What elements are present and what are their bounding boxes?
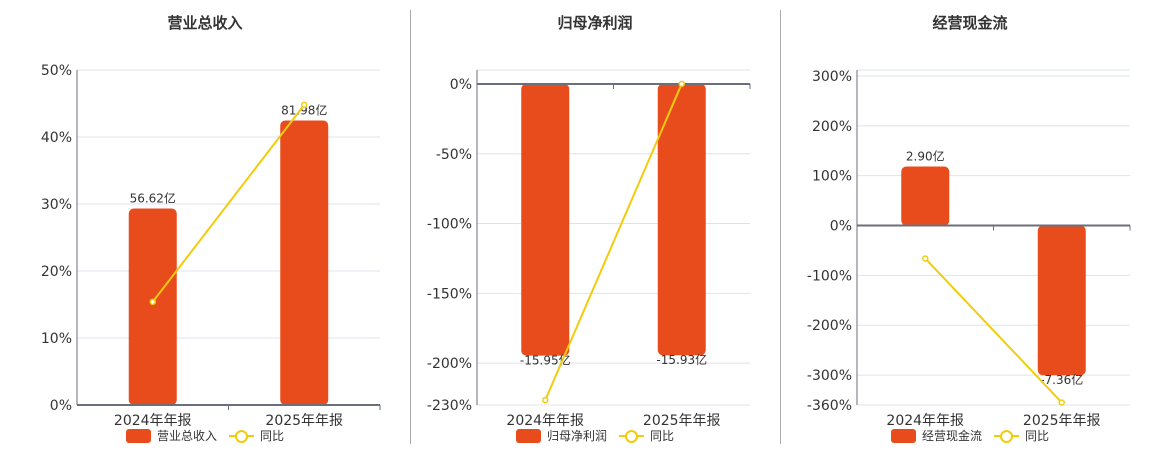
y-tick-label: -100% bbox=[427, 217, 472, 233]
y-tick-label: -50% bbox=[436, 147, 472, 163]
bar bbox=[657, 83, 706, 356]
y-tick-label: 0% bbox=[450, 77, 472, 93]
bar bbox=[521, 83, 570, 356]
y-tick-label: -360% bbox=[807, 398, 852, 414]
legend-line-label[interactable]: 同比 bbox=[260, 429, 285, 443]
bar-value-label: 81.98亿 bbox=[281, 102, 327, 117]
legend-line-swatch[interactable] bbox=[229, 429, 254, 443]
legend-line-swatch[interactable] bbox=[619, 429, 644, 443]
legend: 营业总收入 同比 bbox=[0, 427, 410, 444]
legend-bar-label[interactable]: 归母净利润 bbox=[546, 429, 607, 443]
yoy-line bbox=[924, 257, 1063, 404]
legend-bar-label[interactable]: 营业总收入 bbox=[156, 429, 217, 443]
bar-value-label: 56.62亿 bbox=[130, 190, 176, 205]
bar-value-label: -7.36亿 bbox=[1040, 372, 1083, 387]
chart-title: 营业总收入 bbox=[167, 14, 243, 32]
divider bbox=[410, 10, 411, 444]
bar bbox=[1037, 225, 1086, 376]
chart-svg: 0% -50% -100% -150% -200% -230% -15.95亿 -15.93亿… bbox=[427, 69, 751, 429]
legend-bar-swatch[interactable] bbox=[125, 428, 151, 443]
y-tick-label: -230% bbox=[427, 398, 472, 414]
x-tick-label: 2024年年报 bbox=[114, 413, 192, 429]
legend: 归母净利润 同比 bbox=[410, 427, 780, 444]
x-tick-label: 2025年年报 bbox=[643, 413, 721, 429]
legend-bar-swatch[interactable] bbox=[890, 428, 916, 443]
divider bbox=[780, 10, 781, 444]
x-tick-label: 2025年年报 bbox=[265, 413, 343, 429]
y-tick-label: 30% bbox=[41, 197, 72, 213]
bar bbox=[901, 166, 950, 226]
x-tick-label: 2024年年报 bbox=[506, 413, 584, 429]
yoy-point bbox=[301, 101, 308, 109]
y-tick-label: 40% bbox=[41, 130, 72, 146]
yoy-point bbox=[922, 255, 929, 262]
legend-line-label[interactable]: 同比 bbox=[1025, 429, 1050, 443]
y-tick-label: -200% bbox=[807, 318, 852, 334]
legend: 经营现金流 同比 bbox=[780, 427, 1160, 444]
yoy-point bbox=[542, 396, 549, 404]
y-tick-label: -100% bbox=[807, 268, 852, 284]
legend-line-swatch[interactable] bbox=[994, 429, 1019, 443]
y-tick-label: 0% bbox=[830, 219, 852, 235]
y-tick-label: -150% bbox=[427, 286, 472, 302]
legend-bar-swatch[interactable] bbox=[515, 428, 541, 443]
bar bbox=[280, 120, 329, 405]
chart-svg: 0% 10% 20% 30% 40% 50% 56.62亿 81.98亿 2024年年报 2025… bbox=[41, 63, 381, 429]
bar-value-label: 2.90亿 bbox=[906, 149, 945, 164]
y-tick-label: -300% bbox=[807, 368, 852, 384]
yoy-line bbox=[544, 83, 683, 401]
x-tick-label: 2025年年报 bbox=[1023, 413, 1101, 429]
chart-title: 经营现金流 bbox=[932, 14, 1008, 32]
chart-net-profit: 归母净利润 0% -50% -100% -150% -200% -230% -15.95亿 -… bbox=[410, 14, 780, 444]
chart-revenue: 营业总收入 0% 10% 20% 30% 40% 50% 56.62亿 81.98亿 2024年… bbox=[0, 0, 410, 450]
y-tick-label: 100% bbox=[812, 169, 852, 185]
x-tick-label: 2024年年报 bbox=[886, 413, 964, 429]
yoy-point bbox=[1058, 399, 1065, 406]
y-tick-label: 0% bbox=[50, 398, 72, 414]
y-tick-label: -200% bbox=[427, 356, 472, 372]
chart-title: 归母净利润 bbox=[557, 14, 633, 32]
y-tick-label: 20% bbox=[41, 264, 72, 280]
y-tick-label: 10% bbox=[41, 331, 72, 347]
legend-line-label[interactable]: 同比 bbox=[650, 429, 675, 443]
yoy-point bbox=[149, 298, 156, 306]
y-tick-label: 200% bbox=[812, 119, 852, 135]
y-tick-label: 50% bbox=[41, 63, 72, 79]
y-tick-label: 300% bbox=[812, 69, 852, 85]
legend-bar-label[interactable]: 经营现金流 bbox=[921, 429, 982, 443]
bar-value-label: -15.93亿 bbox=[656, 352, 707, 367]
bar-value-label: -15.95亿 bbox=[520, 353, 571, 368]
bar bbox=[128, 208, 177, 405]
yoy-point bbox=[678, 80, 685, 88]
yoy-line bbox=[151, 104, 306, 303]
